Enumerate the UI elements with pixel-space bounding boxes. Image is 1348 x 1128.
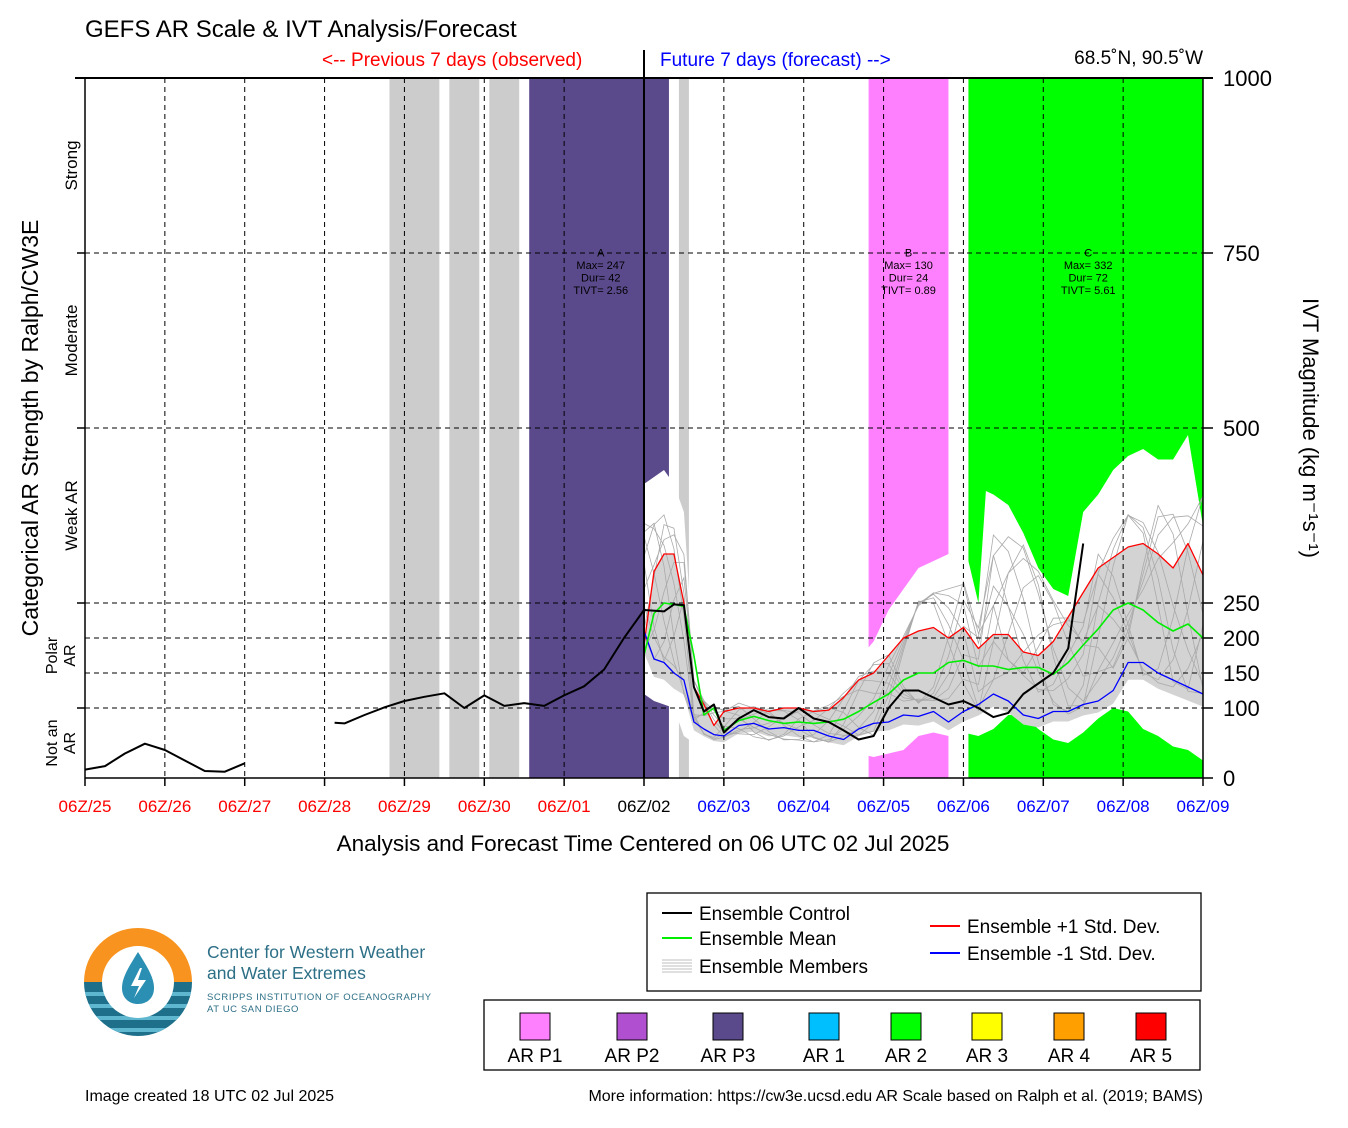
chart-axes: 06Z/25 06Z/26 06Z/27 06Z/28 06Z/29 06Z/30 06Z/…: [17, 50, 1323, 856]
x-tick-label: 06Z/26: [138, 797, 191, 816]
member-spread: [644, 543, 1203, 746]
x-tick-label: 06Z/30: [458, 797, 511, 816]
logo-title: Center for Western Weather and Water Ext…: [207, 942, 426, 983]
minus-sd-line: [643, 630, 1204, 741]
cw3e-emblem-icon: [84, 928, 192, 1036]
y-tick-label: 150: [1223, 661, 1260, 686]
ar-scale-swatch: [519, 1012, 551, 1041]
x-tick-label: 06Z/04: [777, 797, 830, 816]
y-tick-label: 750: [1223, 241, 1260, 266]
category-label: Strong: [62, 140, 81, 190]
legend-label: Ensemble +1 Std. Dev.: [967, 917, 1160, 938]
ar-scale-swatch: [616, 1012, 648, 1041]
ar-event-label: TIVT= 2.56: [573, 285, 628, 297]
plus-sd-line: [643, 542, 1204, 727]
ar-scale-swatch: [712, 1012, 744, 1041]
created-timestamp: Image created 18 UTC 02 Jul 2025: [85, 1088, 335, 1105]
x-tick-label: 06Z/27: [218, 797, 271, 816]
future-days-label: Future 7 days (forecast) -->: [660, 50, 891, 71]
ar-scale-swatch: [808, 1012, 840, 1041]
ar-scale-label: AR P2: [605, 1046, 660, 1067]
cw3e-logo: Center for Western Weather and Water Ext…: [82, 926, 482, 1038]
ar-event-label: Max= 332: [1064, 260, 1113, 272]
ar-event-label: TIVT= 5.61: [1061, 285, 1116, 297]
x-axis-title: Analysis and Forecast Time Centered on 0…: [337, 831, 950, 856]
legend-label: Ensemble Members: [699, 957, 868, 978]
previous-days-label: <-- Previous 7 days (observed): [322, 50, 583, 71]
category-label: AR: [62, 644, 79, 666]
x-tick-label: 06Z/01: [538, 797, 591, 816]
ar-scale-label: AR 3: [966, 1046, 1008, 1067]
ar-scale-swatch: [971, 1012, 1003, 1041]
ar-scale-legend: AR P1 AR P2 AR P3 AR 1 AR 2 AR 3 AR 4 AR 5: [483, 999, 1201, 1071]
ar-event-label: Dur= 42: [581, 273, 620, 285]
more-info-text: More information: https://cw3e.ucsd.edu …: [588, 1088, 1203, 1105]
series-lines: [84, 542, 1204, 773]
ar-event-label: A: [597, 248, 605, 260]
category-axis-title: Categorical AR Strength by Ralph/CW3E: [17, 220, 43, 637]
ensemble-control-line: [84, 742, 246, 773]
ensemble-mean-line: [643, 602, 1204, 732]
ar-event-label: Max= 247: [576, 260, 625, 272]
ar-event-label: Dur= 72: [1068, 273, 1107, 285]
y-tick-label: 500: [1223, 416, 1260, 441]
category-label: Moderate: [62, 305, 81, 377]
ar-event-label: C: [1084, 248, 1092, 260]
ar-scale-label: AR 5: [1130, 1046, 1172, 1067]
legend-label: Ensemble Mean: [699, 929, 836, 950]
x-tick-label: 06Z/07: [1017, 797, 1070, 816]
ensemble-member-line: [643, 513, 1204, 736]
ar-scale-label: AR 1: [803, 1046, 845, 1067]
category-label: AR: [62, 732, 79, 754]
logo-subtitle: SCRIPPS INSTITUTION OF OCEANOGRAPHY AT U…: [207, 992, 432, 1015]
x-tick-label: 06Z/05: [857, 797, 910, 816]
x-tick-label: 06Z/09: [1177, 797, 1230, 816]
ar-event-label: Max= 130: [884, 260, 933, 272]
category-label: Not an: [44, 719, 61, 766]
x-tick-label: 06Z/08: [1097, 797, 1150, 816]
y-tick-label: 250: [1223, 591, 1260, 616]
x-tick-label: 06Z/28: [298, 797, 351, 816]
ar-scale-label: AR P1: [508, 1046, 563, 1067]
y-axis-title: IVT Magnitude (kg m⁻¹s⁻¹): [1298, 298, 1323, 558]
category-label: Weak AR: [62, 480, 81, 551]
ar-scale-swatch: [1053, 1012, 1085, 1041]
ar-scale-swatch: [1135, 1012, 1167, 1041]
legend-label: Ensemble Control: [699, 904, 850, 925]
y-tick-label: 100: [1223, 696, 1260, 721]
location-label: 68.5˚N, 90.5˚W: [1074, 48, 1203, 69]
x-tick-label: 06Z/29: [378, 797, 431, 816]
ensemble-control-line: [334, 543, 1085, 741]
y-tick-label: 1000: [1223, 66, 1272, 91]
ar-scale-label: AR P3: [701, 1046, 756, 1067]
line-legend: Ensemble Control Ensemble Mean Ensemble Me…: [646, 892, 1202, 992]
ar-event-label: Dur= 24: [889, 273, 928, 285]
chart-title: GEFS AR Scale & IVT Analysis/Forecast: [85, 16, 517, 43]
x-tick-label: 06Z/02: [618, 797, 671, 816]
ar-event-label: B: [905, 248, 912, 260]
y-tick-label: 200: [1223, 626, 1260, 651]
ar-scale-swatch: [890, 1012, 922, 1041]
line-legend-box: [646, 892, 1202, 992]
ar-scale-label: AR 4: [1048, 1046, 1091, 1067]
x-tick-label: 06Z/06: [937, 797, 990, 816]
ar-event-label: TIVT= 0.89: [881, 285, 936, 297]
ensemble-member-line: [643, 514, 1204, 740]
x-tick-label: 06Z/25: [59, 797, 112, 816]
category-label: Polar: [44, 636, 61, 674]
legend-label: Ensemble -1 Std. Dev.: [967, 944, 1156, 965]
y-tick-label: 0: [1223, 766, 1235, 791]
x-tick-label: 06Z/03: [697, 797, 750, 816]
ar-scale-label: AR 2: [885, 1046, 927, 1067]
